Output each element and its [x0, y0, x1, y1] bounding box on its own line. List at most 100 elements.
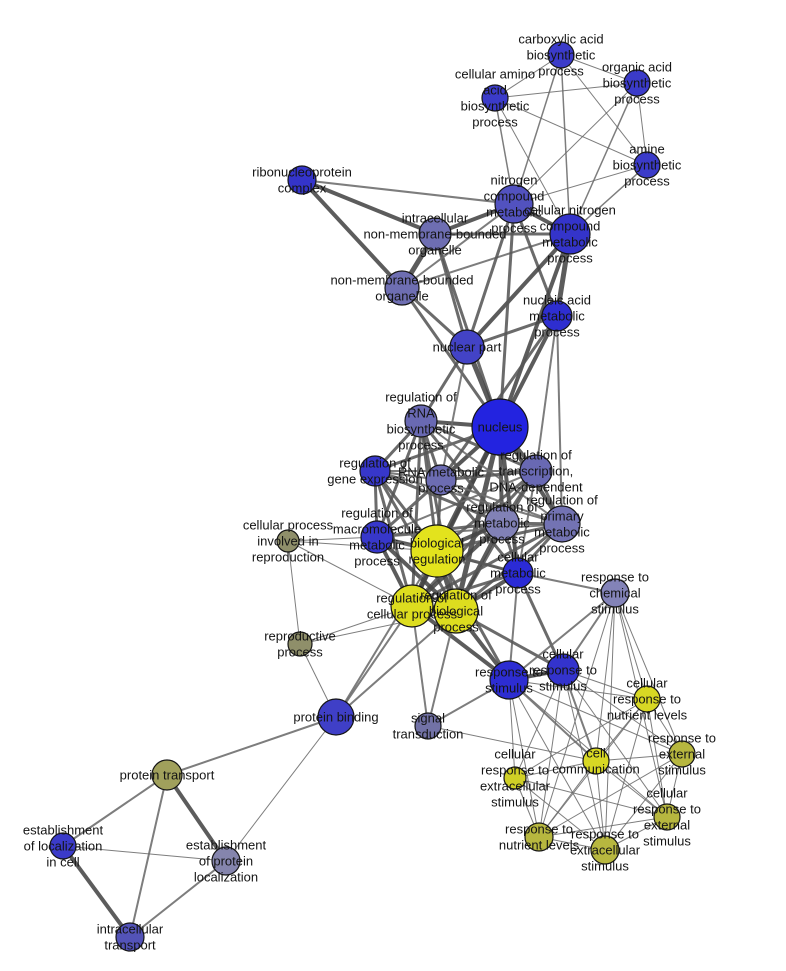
- edge-regulation-of-rna-biosynthetic-process--regulation-of-primary-metabolic-process: [420, 420, 563, 525]
- edge-regulation-of-gene-expression--regulation-of-metabolic-process: [374, 469, 503, 525]
- edge-carboxylic-acid-biosynthetic-process--amine-biosynthetic-process: [560, 54, 648, 166]
- edge-cellular-response-to-stimulus--cellular-response-to-extracellular-stimulus: [514, 669, 564, 779]
- node-regulation-of-macromolecule-metabolic-process[interactable]: [360, 520, 394, 554]
- edge-regulation-of-cellular-process--cellular-process-involved-in-reproduction: [287, 540, 413, 607]
- edge-response-to-stimulus--cellular-response-to-external-stimulus: [508, 679, 668, 818]
- edge-amine-biosynthetic-process--nitrogen-compound-metabolic-process: [513, 164, 648, 205]
- edge-regulation-of-primary-metabolic-process--nucleic-acid-metabolic-process: [556, 315, 563, 525]
- edge-cellular-amino-acid-biosynthetic-process--amine-biosynthetic-process: [494, 97, 648, 166]
- node-amine-biosynthetic-process[interactable]: [633, 151, 661, 179]
- node-protein-transport[interactable]: [151, 759, 183, 791]
- edge-regulation-of-macromolecule-metabolic-process--regulation-of-primary-metabolic-process: [376, 523, 563, 538]
- edge-regulation-of-biological-process--reproductive-process: [299, 610, 457, 645]
- edge-establishment-of-localization-in-cell--establishment-of-protein-localization: [62, 845, 227, 862]
- node-regulation-of-primary-metabolic-process[interactable]: [543, 505, 581, 543]
- node-response-to-extracellular-stimulus[interactable]: [590, 835, 620, 865]
- edge-organic-acid-biosynthetic-process--amine-biosynthetic-process: [636, 82, 648, 166]
- node-signal-transduction[interactable]: [414, 712, 442, 740]
- edge-cellular-response-to-nutrient-levels--cellular-response-to-extracellular-stimulus: [514, 698, 648, 779]
- edge-nitrogen-compound-metabolic-process--nucleus: [498, 203, 516, 428]
- edge-non-membrane-bounded-organelle--nitrogen-compound-metabolic-process: [401, 203, 515, 289]
- node-regulation-of-rna-biosynthetic-process[interactable]: [404, 404, 438, 438]
- node-ribonucleoprotein-complex[interactable]: [287, 165, 317, 195]
- edge-response-to-chemical-stimulus--response-to-stimulus: [508, 592, 616, 681]
- node-cellular-response-to-external-stimulus[interactable]: [653, 803, 681, 831]
- edge-establishment-of-protein-localization--protein-binding: [225, 716, 337, 862]
- edge-regulation-of-gene-expression--regulation-of-primary-metabolic-process: [374, 470, 563, 525]
- edge-cellular-response-to-nutrient-levels--cellular-response-to-external-stimulus: [646, 698, 668, 818]
- edge-rna-metabolic-process--nuclear-part: [440, 346, 468, 481]
- edge-organic-acid-biosynthetic-process--nitrogen-compound-metabolic-process: [513, 82, 638, 205]
- edge-carboxylic-acid-biosynthetic-process--nitrogen-compound-metabolic-process: [513, 54, 562, 205]
- edge-cellular-amino-acid-biosynthetic-process--cellular-nitrogen-compound-metabolic-process: [494, 97, 571, 235]
- node-cellular-amino-acid-biosynthetic-process[interactable]: [481, 84, 509, 112]
- edge-response-to-chemical-stimulus--cell-communication: [595, 592, 616, 762]
- node-cellular-response-to-stimulus[interactable]: [546, 653, 580, 687]
- edge-cell-communication--response-to-extracellular-stimulus: [595, 760, 606, 851]
- node-nitrogen-compound-metabolic-process[interactable]: [494, 184, 534, 224]
- edge-regulation-of-transcription-dna-dependent--nucleic-acid-metabolic-process: [535, 315, 558, 472]
- edge-rna-metabolic-process--regulation-of-primary-metabolic-process: [440, 479, 563, 525]
- edge-response-to-chemical-stimulus--cellular-response-to-nutrient-levels: [614, 592, 648, 700]
- node-organic-acid-biosynthetic-process[interactable]: [623, 69, 651, 97]
- node-cellular-response-to-extracellular-stimulus[interactable]: [503, 766, 527, 790]
- edge-response-to-stimulus--response-to-extracellular-stimulus: [508, 679, 606, 851]
- node-response-to-stimulus[interactable]: [489, 660, 529, 700]
- edge-cellular-response-to-stimulus--response-to-external-stimulus: [562, 669, 683, 755]
- node-layer: [49, 41, 696, 952]
- node-intracellular-non-membrane-bounded-organelle[interactable]: [418, 217, 452, 251]
- edge-rna-metabolic-process--nucleic-acid-metabolic-process: [439, 315, 559, 481]
- node-nucleus[interactable]: [471, 398, 529, 456]
- node-regulation-of-cellular-process[interactable]: [390, 584, 434, 628]
- node-intracellular-transport[interactable]: [115, 922, 145, 952]
- edge-ribonucleoprotein-complex--nitrogen-compound-metabolic-process: [301, 179, 515, 205]
- node-rna-metabolic-process[interactable]: [425, 464, 457, 496]
- edge-organic-acid-biosynthetic-process--cellular-amino-acid-biosynthetic-process: [494, 82, 638, 99]
- edge-nucleic-acid-metabolic-process--nitrogen-compound-metabolic-process: [512, 203, 559, 317]
- edge-response-to-stimulus--response-to-external-stimulus: [508, 679, 683, 755]
- edge-cell-communication--cellular-response-to-external-stimulus: [595, 760, 668, 818]
- node-response-to-nutrient-levels[interactable]: [524, 822, 554, 852]
- edge-cellular-response-to-extracellular-stimulus--cellular-response-to-external-stimulus: [514, 777, 668, 818]
- node-cellular-nitrogen-compound-metabolic-process[interactable]: [549, 213, 591, 255]
- edge-regulation-of-cellular-process--protein-binding: [335, 605, 413, 718]
- node-establishment-of-localization-in-cell[interactable]: [49, 832, 77, 860]
- node-biological-regulation[interactable]: [410, 524, 464, 578]
- node-non-membrane-bounded-organelle[interactable]: [384, 270, 420, 306]
- edge-response-to-chemical-stimulus--response-to-nutrient-levels: [538, 592, 616, 838]
- edge-ribonucleoprotein-complex--non-membrane-bounded-organelle: [300, 178, 404, 290]
- edge-cellular-response-to-stimulus--cellular-response-to-external-stimulus: [562, 669, 668, 818]
- edge-cellular-response-to-nutrient-levels--response-to-extracellular-stimulus: [604, 698, 648, 851]
- node-cellular-metabolic-process[interactable]: [502, 557, 534, 589]
- node-regulation-of-transcription-dna-dependent[interactable]: [519, 454, 553, 488]
- edge-cellular-nitrogen-compound-metabolic-process--nucleus: [498, 233, 572, 428]
- node-cellular-process-involved-in-reproduction[interactable]: [276, 529, 300, 553]
- edge-cellular-response-to-extracellular-stimulus--response-to-extracellular-stimulus: [514, 777, 606, 851]
- node-regulation-of-biological-process[interactable]: [433, 588, 479, 634]
- edge-protein-binding--protein-transport: [166, 716, 337, 776]
- node-regulation-of-gene-expression[interactable]: [359, 455, 391, 487]
- edge-cell-communication--response-to-nutrient-levels: [538, 760, 597, 838]
- node-response-to-chemical-stimulus[interactable]: [600, 578, 630, 608]
- node-cellular-response-to-nutrient-levels[interactable]: [633, 685, 661, 713]
- node-protein-binding[interactable]: [317, 698, 355, 736]
- node-reproductive-process[interactable]: [287, 631, 313, 657]
- edge-response-to-external-stimulus--cell-communication: [595, 753, 683, 762]
- node-response-to-external-stimulus[interactable]: [668, 740, 696, 768]
- node-cell-communication[interactable]: [582, 747, 610, 775]
- edge-non-membrane-bounded-organelle--cellular-nitrogen-compound-metabolic-process: [401, 233, 571, 289]
- node-carboxylic-acid-biosynthetic-process[interactable]: [547, 41, 575, 69]
- edge-nuclear-part--nitrogen-compound-metabolic-process: [465, 203, 516, 348]
- node-establishment-of-protein-localization[interactable]: [211, 846, 241, 876]
- node-regulation-of-metabolic-process[interactable]: [484, 505, 520, 541]
- edge-cellular-response-to-stimulus--response-to-nutrient-levels: [538, 669, 564, 838]
- edge-regulation-of-biological-process--protein-binding: [335, 610, 457, 718]
- edge-layer: [61, 54, 683, 939]
- edge-biological-regulation--protein-binding: [335, 550, 438, 718]
- node-nuclear-part[interactable]: [449, 329, 485, 365]
- node-nucleic-acid-metabolic-process[interactable]: [541, 300, 573, 332]
- edge-carboxylic-acid-biosynthetic-process--cellular-nitrogen-compound-metabolic-process: [560, 54, 571, 235]
- edge-regulation-of-rna-biosynthetic-process--regulation-of-macromolecule-metabolic-process: [375, 420, 423, 538]
